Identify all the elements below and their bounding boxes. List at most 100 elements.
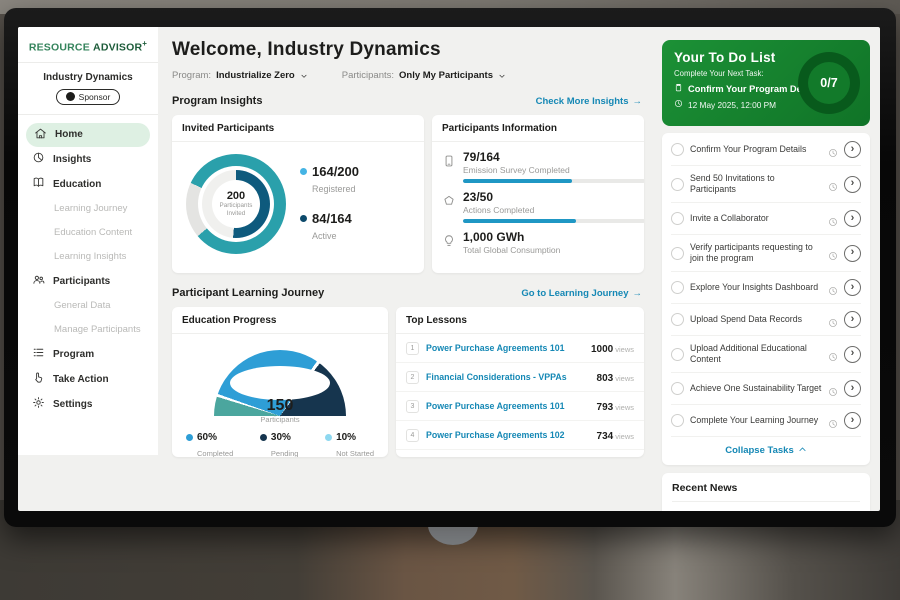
program-insights-title: Program Insights [172,95,263,107]
task-row: Explore Your Insights Dashboard › [671,272,861,305]
task-checkbox[interactable] [671,281,684,295]
legend-dot [186,434,193,441]
sidebar-divider [18,113,158,115]
sidebar-item-insights[interactable]: Insights [18,147,158,172]
sidebar-item-participants[interactable]: Participants [18,269,158,294]
task-checkbox[interactable] [671,212,684,226]
sidebar-item-label: Program [53,348,95,360]
task-checkbox[interactable] [671,177,684,191]
recent-news-title: Recent News [672,482,860,502]
sidebar-item-home[interactable]: Home [26,122,150,147]
sidebar-item-education-content[interactable]: Education Content [54,227,133,238]
org-name: Industry Dynamics [43,71,133,83]
check-more-insights-link[interactable]: Check More Insights → [535,95,643,107]
dashboard-screen: RESOURCE ADVISOR+ Industry Dynamics Spon… [18,27,880,511]
sidebar-item-learning-insights[interactable]: Learning Insights [54,251,127,262]
task-go-button[interactable]: › [844,412,861,429]
lesson-link[interactable]: Power Purchase Agreements 101 [426,401,565,411]
lesson-row: 4 Power Purchase Agreements 102 734 views [396,421,644,450]
lesson-row: 1 Power Purchase Agreements 101 1000 view… [396,334,644,363]
card-title: Invited Participants [172,115,424,142]
list-icon [32,346,45,362]
sidebar-nav: Home Insights Education Learning Journey… [18,122,158,417]
clock-icon [828,145,838,157]
book-icon [32,176,45,192]
arrow-right-icon: → [632,287,643,299]
sidebar-item-take-action[interactable]: Take Action [18,367,158,392]
task-checkbox[interactable] [671,246,684,260]
sponsor-badge: Sponsor [55,88,121,105]
task-checkbox[interactable] [671,143,684,157]
sidebar-item-label: Participants [53,275,111,287]
clipboard-icon [674,83,683,94]
recent-news-card: Recent News [662,473,870,511]
task-go-button[interactable]: › [844,175,861,193]
task-go-button[interactable]: › [844,345,861,363]
hand-icon [32,371,45,387]
sponsor-badge-label: Sponsor [78,91,111,102]
learning-journey-title: Participant Learning Journey [172,287,325,299]
participants-select[interactable]: Participants: Only My Participants [342,70,506,81]
task-go-button[interactable]: › [844,311,861,329]
card-title: Participants Information [432,115,644,142]
arrow-right-icon: → [632,95,643,107]
lesson-link[interactable]: Financial Considerations - VPPAs [426,372,567,382]
task-row: Send 50 Invitations to Participants › [671,166,861,204]
lesson-link[interactable]: Power Purchase Agreements 101 [426,343,565,353]
go-to-learning-journey-link[interactable]: Go to Learning Journey → [521,287,643,299]
sidebar-item-general-data[interactable]: General Data [54,300,111,311]
legend-active: 84/164 Active [300,211,359,244]
clock-icon [828,416,838,428]
app-logo: RESOURCE ADVISOR+ [18,37,158,63]
page-title: Welcome, Industry Dynamics [172,39,441,60]
main-content: Welcome, Industry Dynamics Program: Indu… [158,27,654,511]
top-lessons-card: Top Lessons 1 Power Purchase Agreements … [396,307,644,457]
card-title: Top Lessons [396,307,644,334]
participants-information-card: Participants Information 79/164 Emission… [432,115,644,273]
lesson-row: 2 Financial Considerations - VPPAs 803 vi… [396,363,644,392]
survey-icon [442,150,456,183]
todo-progress-ring: 0/7 [798,52,860,115]
donut-center-value: 200 [226,190,246,203]
task-checkbox[interactable] [671,313,684,327]
stat-actions-completed: 23/50 Actions Completed [442,190,644,223]
sidebar-item-label: Education [53,178,102,190]
progress-bar [463,179,644,183]
task-checkbox[interactable] [671,414,684,427]
task-checkbox[interactable] [671,347,684,361]
sidebar-item-label: Settings [53,398,93,410]
legend-completed: 60% Completed [186,432,233,457]
sidebar-item-education[interactable]: Education [18,172,158,197]
task-row: Verify participants requesting to join t… [671,235,861,273]
task-go-button[interactable]: › [844,244,861,262]
actions-icon [442,190,456,223]
task-go-button[interactable]: › [844,141,861,159]
todo-title: Your To Do List [674,50,776,65]
logo-text-secondary: ADVISOR [93,41,143,54]
sidebar-item-settings[interactable]: Settings [18,392,158,417]
clock-icon [828,384,838,396]
sidebar-item-program[interactable]: Program [18,342,158,367]
sidebar-item-manage-participants[interactable]: Manage Participants [54,324,141,335]
clock-icon [828,283,838,295]
lesson-link[interactable]: Power Purchase Agreements 102 [426,430,565,440]
task-row: Achieve One Sustainability Target › [671,373,861,405]
task-checkbox[interactable] [671,382,684,395]
legend-dot [300,168,307,175]
program-select[interactable]: Program: Industrialize Zero [172,70,308,81]
task-go-button[interactable]: › [844,210,861,228]
collapse-tasks-link[interactable]: Collapse Tasks [671,437,861,461]
task-row: Invite a Collaborator › [671,203,861,236]
clock-icon [828,248,838,260]
education-gauge-chart: 150 Participants [214,350,346,457]
gear-icon [32,396,45,412]
task-go-button[interactable]: › [844,279,861,297]
bulb-icon [442,230,456,259]
sidebar-item-label: Insights [53,153,92,165]
task-go-button[interactable]: › [844,380,861,397]
sidebar-item-learning-journey[interactable]: Learning Journey [54,203,128,214]
education-progress-card: Education Progress 150 Participants 60% … [172,307,388,457]
clock-icon [828,349,838,361]
chevron-down-icon [498,72,506,80]
stat-emission-survey: 79/164 Emission Survey Completed [442,150,644,183]
